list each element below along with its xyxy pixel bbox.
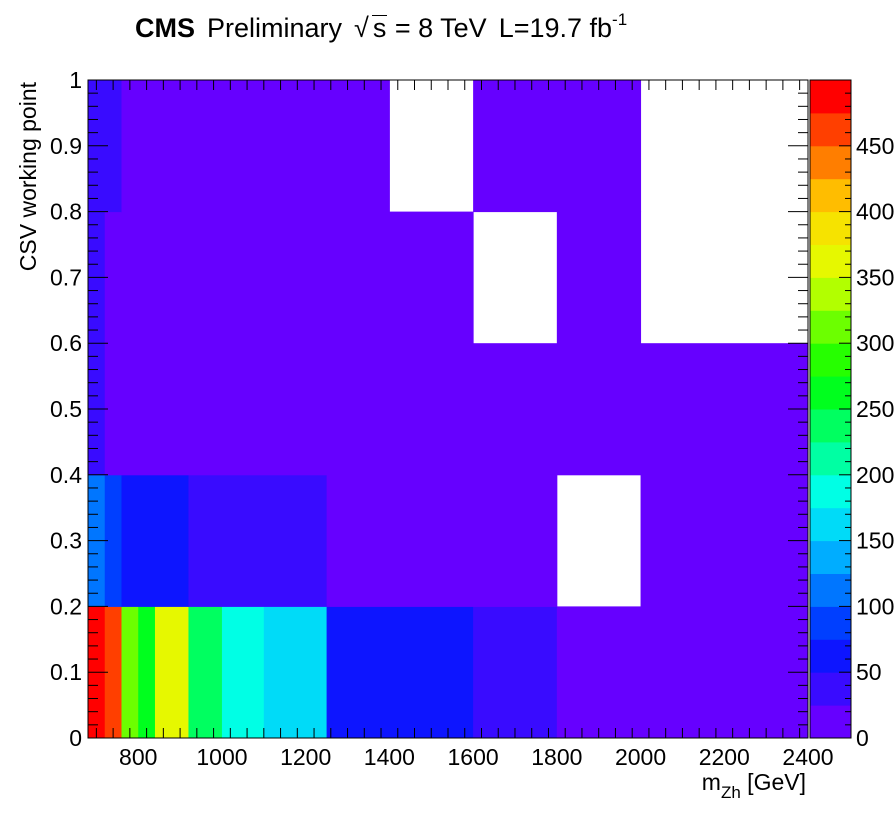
z-tick-label: 400 — [856, 199, 894, 225]
heatmap-cell — [104, 474, 122, 607]
y-axis-title: CSV working point — [15, 81, 41, 271]
y-tick-label: 1 — [69, 67, 82, 93]
heatmap-cell — [473, 606, 558, 739]
heatmap-cell — [640, 474, 809, 607]
heatmap-cell — [104, 211, 474, 344]
chart-title: CMS Preliminary √ s = 8 TeV L=19.7 fb-1 — [135, 10, 627, 44]
y-tick-label: 0.5 — [50, 396, 82, 422]
x-tick-label: 1600 — [448, 744, 499, 770]
palette-swatch — [810, 441, 851, 476]
heatmap-cell — [556, 606, 809, 739]
status-label: Preliminary — [207, 13, 343, 43]
y-tick-label: 0 — [69, 725, 82, 751]
heatmap-cell — [326, 606, 474, 739]
heatmap-cells — [88, 80, 809, 739]
y-tick-label: 0.4 — [50, 462, 82, 488]
palette-swatch — [810, 244, 851, 278]
palette-swatch — [810, 639, 851, 673]
heatmap-cell — [121, 606, 139, 739]
z-tick-label: 150 — [856, 528, 894, 554]
palette-swatch — [810, 211, 851, 245]
palette-swatch — [810, 540, 851, 574]
heatmap-cell — [154, 606, 189, 739]
palette-swatch — [810, 507, 851, 542]
palette-swatch — [810, 672, 851, 706]
x-tick-label: 800 — [119, 744, 157, 770]
palette-swatch — [810, 343, 851, 377]
z-tick-label: 100 — [856, 593, 894, 619]
heatmap-cell — [263, 606, 328, 739]
heatmap-cell — [121, 474, 189, 607]
x-tick-label: 2400 — [782, 744, 833, 770]
heatmap-cell — [138, 606, 156, 739]
z-tick-label: 50 — [856, 659, 882, 685]
y-tick-label: 0.8 — [50, 199, 82, 225]
x-tick-label: 2000 — [615, 744, 666, 770]
palette-swatch — [810, 474, 851, 509]
palette-swatch — [810, 178, 851, 213]
lumi-exponent: -1 — [612, 10, 628, 29]
z-tick-label: 300 — [856, 330, 894, 356]
y-tick-label: 0.6 — [50, 330, 82, 356]
energy-sqrt-sign: √ — [354, 13, 369, 43]
x-tick-label: 1800 — [531, 744, 582, 770]
axis-ticks — [88, 79, 851, 739]
x-tick-label: 1400 — [364, 744, 415, 770]
palette-swatch — [810, 310, 851, 344]
palette-swatch — [810, 145, 851, 180]
palette-swatch — [810, 409, 851, 443]
palette-swatch — [810, 112, 851, 147]
x-tick-label: 1000 — [196, 744, 247, 770]
palette-swatch — [810, 573, 851, 607]
x-tick-label: 2200 — [699, 744, 750, 770]
y-tick-label: 0.3 — [50, 528, 82, 554]
heatmap-cell — [556, 211, 642, 344]
palette-swatch — [810, 277, 851, 311]
heatmap-cell — [188, 606, 223, 739]
heatmap-cell — [104, 606, 122, 739]
heatmap-cell — [473, 80, 642, 213]
heatmap-cell — [221, 606, 265, 739]
heatmap-cell — [188, 474, 328, 607]
y-tick-label: 0.2 — [50, 593, 82, 619]
z-tick-label: 450 — [856, 133, 894, 159]
lumi-label: L=19.7 fb — [498, 13, 613, 43]
experiment-label: CMS — [135, 13, 195, 43]
y-tick-label: 0.7 — [50, 264, 82, 290]
x-axis-title: mZh [GeV] — [702, 769, 806, 802]
x-tick-label: 1200 — [280, 744, 331, 770]
tick-labels: 800 1000 1200 1400 1600 1800 2000 2200 240000.10… — [50, 67, 894, 770]
palette-swatch — [810, 80, 851, 114]
z-tick-label: 0 — [856, 725, 869, 751]
palette-swatch — [810, 376, 851, 410]
heatmap-cell — [104, 343, 809, 476]
palette-swatch — [810, 606, 851, 640]
y-tick-label: 0.1 — [50, 659, 82, 685]
palette-swatch — [810, 705, 851, 739]
z-tick-label: 250 — [856, 396, 894, 422]
energy-sqrt-s: s — [371, 13, 388, 43]
heatmap-cell — [326, 474, 558, 607]
energy-label: = 8 TeV — [387, 13, 487, 43]
z-tick-label: 350 — [856, 264, 894, 290]
heatmap-cell — [121, 80, 390, 213]
z-tick-label: 200 — [856, 462, 894, 488]
color-palette — [810, 80, 851, 739]
y-tick-label: 0.9 — [50, 133, 82, 159]
